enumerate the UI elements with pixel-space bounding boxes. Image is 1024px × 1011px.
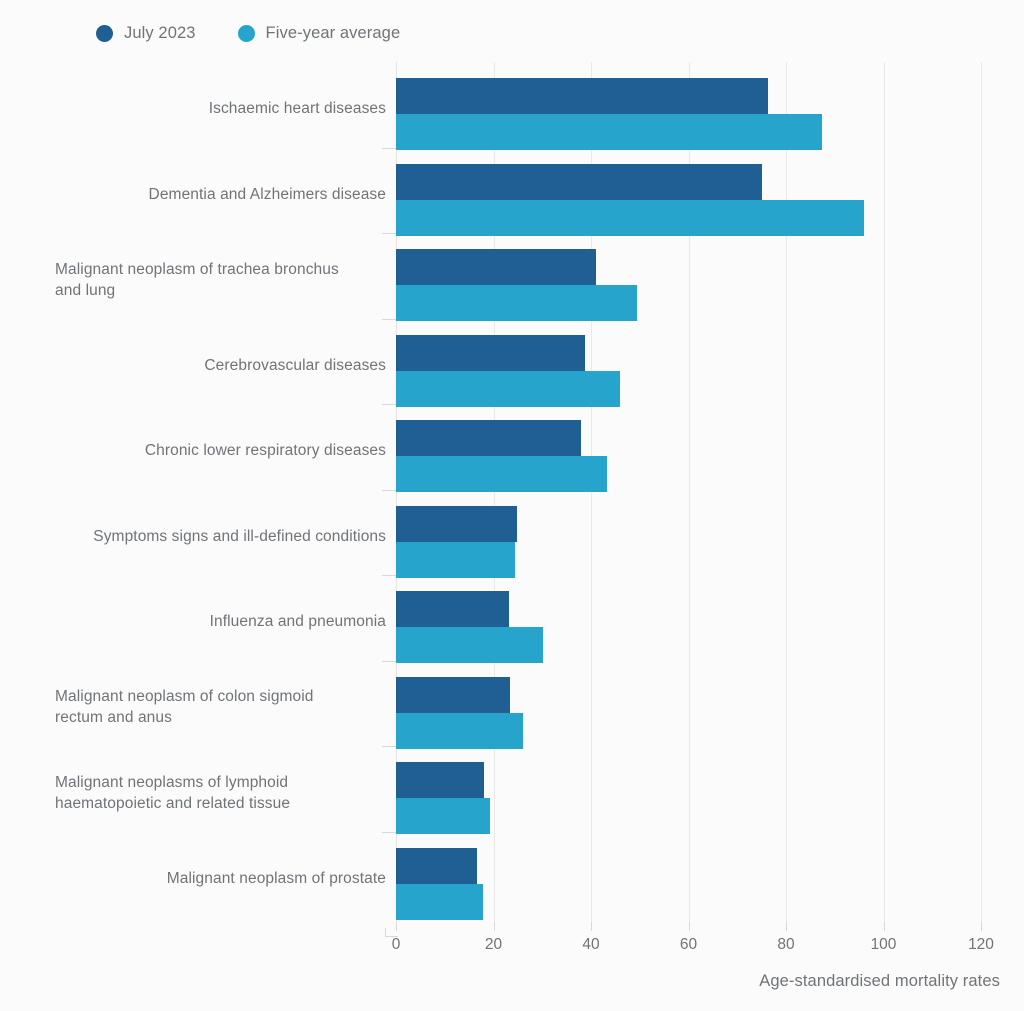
bar-group (396, 838, 1024, 924)
bar-group (396, 239, 1024, 325)
gridline (883, 62, 885, 930)
bar-chart: Ischaemic heart diseases Dementia and Alz… (0, 62, 1024, 942)
category-label: Cerebrovascular diseases (204, 356, 386, 374)
bar-july-2023[interactable] (396, 847, 477, 884)
gridline (688, 62, 690, 930)
bar-group (396, 496, 1024, 582)
x-tick-label: 60 (679, 936, 698, 953)
category-label: Malignant neoplasm of colon sigmoid rect… (55, 688, 314, 727)
category-tick (382, 233, 396, 234)
bar-five-year-average[interactable] (396, 712, 523, 749)
bar-group (396, 325, 1024, 411)
bar-five-year-average[interactable] (396, 370, 620, 407)
axis-corner (385, 928, 398, 937)
category-tick (382, 575, 396, 576)
bar-group (396, 154, 1024, 240)
category-tick (382, 318, 396, 320)
gridline (786, 62, 787, 930)
category-label: Influenza and pneumonia (209, 613, 386, 631)
gridline (981, 62, 982, 930)
category-tick (382, 404, 396, 405)
legend-item-july-2023[interactable]: July 2023 (96, 24, 196, 43)
category-label: Symptoms signs and ill-defined condition… (93, 527, 386, 545)
bar-group (396, 667, 1024, 753)
value-axis: 0 20 40 60 80 100 120 (392, 922, 1024, 966)
bar-july-2023[interactable] (396, 762, 484, 798)
x-tick-label: 40 (582, 936, 600, 953)
x-tick-mark (786, 922, 787, 931)
x-tick-mark (493, 922, 495, 931)
bar-group (396, 410, 1024, 496)
legend-label: July 2023 (124, 23, 196, 42)
category-tick (382, 147, 396, 149)
category-tick (382, 489, 396, 491)
category-tick (382, 660, 396, 662)
bar-july-2023[interactable] (396, 505, 517, 542)
category-label: Chronic lower respiratory diseases (144, 442, 386, 460)
x-tick-mark (883, 922, 885, 931)
bar-group (396, 68, 1024, 154)
category-tick (382, 831, 396, 833)
bar-july-2023[interactable] (396, 78, 769, 114)
bar-july-2023[interactable] (396, 591, 510, 627)
bar-five-year-average[interactable] (396, 114, 822, 150)
bar-five-year-average[interactable] (396, 883, 483, 920)
category-label: Dementia and Alzheimers disease (148, 185, 386, 203)
bar-july-2023[interactable] (396, 249, 596, 285)
gridline (591, 62, 592, 930)
x-tick-label: 20 (484, 936, 503, 953)
bar-july-2023[interactable] (396, 163, 762, 200)
x-tick-mark (688, 922, 690, 931)
x-tick-label: 0 (391, 936, 401, 953)
category-axis: Ischaemic heart diseases Dementia and Alz… (0, 62, 396, 936)
category-tick (382, 746, 396, 747)
x-axis-title: Age-standardised mortality rates (759, 972, 1000, 990)
bar-july-2023[interactable] (396, 334, 585, 371)
bar-july-2023[interactable] (396, 420, 581, 456)
bar-five-year-average[interactable] (396, 285, 637, 321)
x-tick-label: 80 (777, 936, 795, 953)
x-tick-mark (981, 922, 982, 931)
circle-marker-icon (237, 24, 255, 42)
gridline (396, 62, 397, 930)
bar-group (396, 752, 1024, 838)
circle-marker-icon (96, 24, 113, 42)
category-label: Ischaemic heart diseases (208, 100, 386, 118)
bar-group (396, 581, 1024, 667)
legend-item-five-year-average[interactable]: Five-year average (237, 23, 401, 43)
bar-five-year-average[interactable] (396, 541, 515, 578)
bar-july-2023[interactable] (396, 676, 511, 713)
x-tick-label: 100 (870, 936, 897, 953)
x-tick-mark (396, 922, 397, 931)
x-tick-label: 120 (968, 936, 994, 953)
category-label: Malignant neoplasms of lymphoid haematop… (55, 773, 291, 812)
x-tick-mark (591, 922, 592, 931)
legend-label: Five-year average (265, 23, 401, 42)
category-label: Malignant neoplasm of prostate (166, 869, 386, 887)
gridline (493, 62, 495, 930)
bar-five-year-average[interactable] (396, 199, 864, 236)
bar-five-year-average[interactable] (396, 456, 607, 492)
bar-five-year-average[interactable] (396, 798, 491, 834)
bar-five-year-average[interactable] (396, 627, 543, 663)
plot-area (396, 62, 1024, 936)
chart-legend: July 2023 Five-year average (96, 18, 400, 48)
category-label: Malignant neoplasm of trachea bronchus a… (55, 260, 339, 299)
